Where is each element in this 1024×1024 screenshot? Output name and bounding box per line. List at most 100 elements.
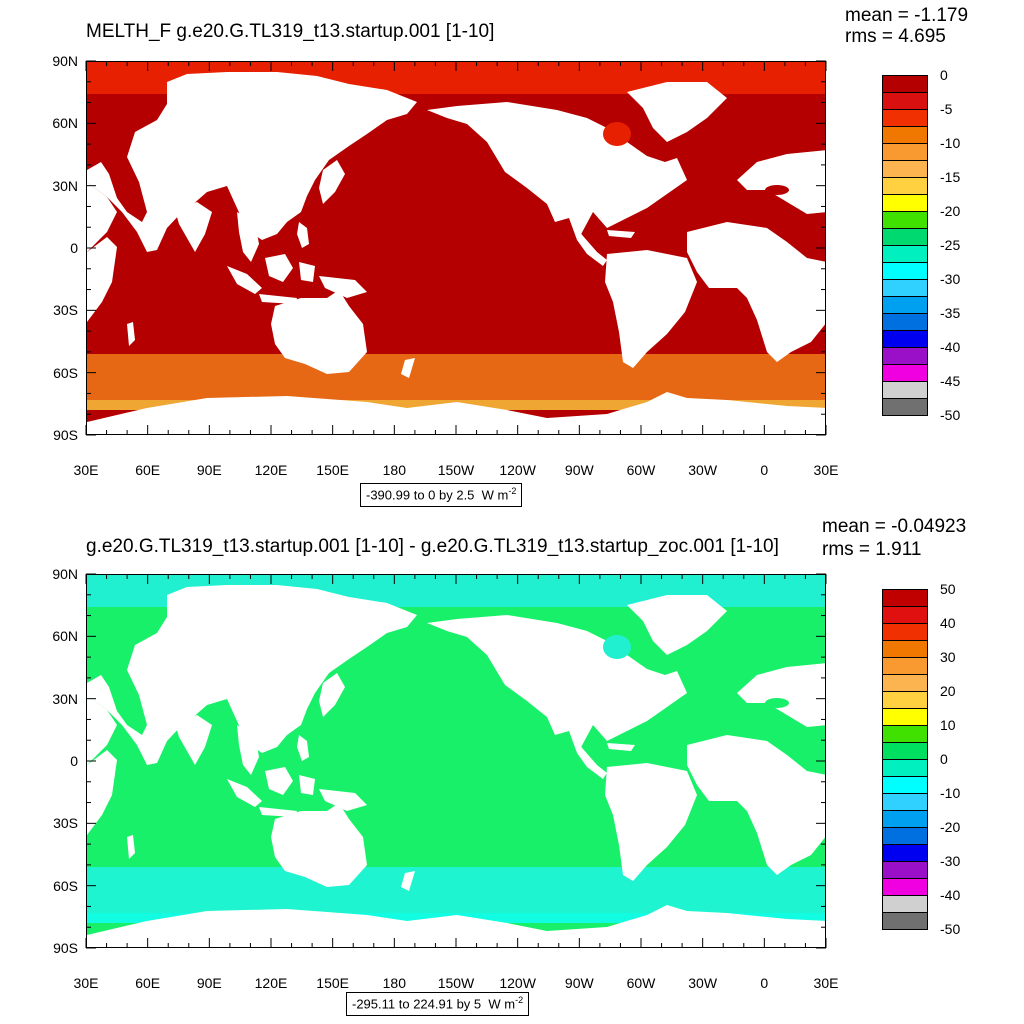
- units-exponent: -2: [515, 995, 524, 1005]
- colorbar-label: -50: [940, 921, 961, 937]
- lat-label: 30N: [52, 690, 78, 707]
- map-plot-area: [86, 574, 826, 948]
- land-mass: [87, 237, 117, 322]
- lat-label: 0: [70, 240, 78, 256]
- southern-ocean-band: [87, 354, 825, 400]
- colorbar-label: -25: [940, 237, 961, 253]
- colorbar-segment: [882, 691, 928, 709]
- lat-label: 60N: [52, 115, 78, 132]
- colorbar-segment: [882, 759, 928, 777]
- mean-stat: mean = -1.179: [845, 5, 969, 26]
- colorbar-label: 40: [940, 615, 956, 631]
- lat-label: 30S: [53, 815, 78, 832]
- lon-label: 0: [760, 975, 769, 991]
- land-mass: [607, 230, 635, 238]
- colorbar-segment: [882, 296, 928, 314]
- units-text: W m: [481, 487, 509, 503]
- lon-label: 90E: [196, 975, 222, 991]
- land-mass: [401, 358, 415, 378]
- colorbar-segment: [882, 347, 928, 365]
- colorbar-segment: [882, 725, 928, 743]
- land-mass: [87, 585, 417, 765]
- lon-label: 180: [382, 975, 406, 991]
- colorbar-segment: [882, 912, 928, 930]
- colorbar-label: -20: [940, 819, 961, 835]
- land-mass: [227, 266, 262, 294]
- map-field: [87, 575, 825, 947]
- map-field: [87, 62, 825, 434]
- colorbar-label: 0: [940, 67, 948, 83]
- lat-label: 0: [70, 753, 78, 769]
- land-mass: [737, 663, 825, 727]
- land-mass: [427, 102, 687, 238]
- land-mass: [259, 807, 297, 817]
- lat-label: 90S: [53, 940, 78, 956]
- land-mass: [319, 673, 345, 717]
- colorbar-segment: [882, 776, 928, 794]
- colorbar-segment: [882, 708, 928, 726]
- land-mass: [87, 72, 417, 252]
- lon-label: 30W: [688, 975, 718, 991]
- lon-label: 30E: [813, 975, 839, 991]
- colorbar-label: -15: [940, 169, 961, 185]
- lon-label: 120W: [499, 462, 536, 478]
- map-axes: [85, 573, 827, 949]
- top-panel: MELTH_F g.e20.G.TL319_t13.startup.001 [1…: [52, 5, 969, 507]
- lon-label: 150W: [437, 975, 475, 991]
- land-mass: [299, 262, 315, 282]
- panel-title: g.e20.G.TL319_t13.startup.001 [1-10] - g…: [86, 536, 779, 557]
- colorbar-segment: [882, 640, 928, 658]
- colorbar-label: 20: [940, 683, 956, 699]
- land-mass: [605, 763, 697, 881]
- land-mass: [607, 743, 635, 751]
- colorbar-segment: [882, 810, 928, 828]
- land-mass: [299, 775, 315, 795]
- land-mass: [271, 290, 367, 374]
- map-plot-area: [86, 61, 826, 435]
- lat-label: 90N: [52, 53, 78, 69]
- lon-label: 60W: [626, 462, 656, 478]
- land-mass: [175, 202, 212, 252]
- lon-label: 30E: [73, 462, 99, 478]
- land-mass: [427, 615, 687, 751]
- range-text: -295.11 to 224.91 by 5: [352, 996, 482, 1012]
- units-text: W m: [488, 996, 516, 1012]
- units-exponent: -2: [508, 486, 517, 496]
- land-mass: [87, 905, 825, 947]
- colorbar-segment: [882, 92, 928, 110]
- colorbar-segment: [882, 606, 928, 624]
- land-mass: [87, 392, 825, 434]
- colorbar-segment: [882, 861, 928, 879]
- colorbar-segment: [882, 381, 928, 399]
- colorbar-segment: [882, 398, 928, 416]
- colorbar-label: -30: [940, 853, 961, 869]
- range-text: -390.99 to 0 by 2.5: [366, 487, 475, 503]
- land-mass: [569, 731, 607, 779]
- lon-label: 120E: [254, 975, 288, 991]
- lon-label: 180: [382, 462, 406, 478]
- colorbar-label: -10: [940, 135, 961, 151]
- lon-label: 90W: [564, 975, 594, 991]
- colorbar-label: -40: [940, 339, 961, 355]
- land-mass: [319, 160, 345, 204]
- lon-label: 120E: [254, 462, 288, 478]
- colorbar-label: -40: [940, 887, 961, 903]
- colorbar-segment: [882, 279, 928, 297]
- colorbar-label: 10: [940, 717, 956, 733]
- land-mass: [297, 222, 309, 248]
- lon-label: 150E: [316, 462, 349, 478]
- colorbar-label: -10: [940, 785, 961, 801]
- lat-label: 30N: [52, 177, 78, 194]
- lon-label: 60W: [626, 975, 656, 991]
- land-mass: [687, 735, 825, 875]
- lon-label: 150E: [316, 975, 349, 991]
- lon-label: 60E: [135, 462, 161, 478]
- colorbar-segment: [882, 330, 928, 348]
- colorbar-segment: [882, 109, 928, 127]
- colorbar-segment: [882, 589, 928, 607]
- colorbar-label: -45: [940, 373, 961, 389]
- colorbar-segment: [882, 742, 928, 760]
- land-mass: [87, 750, 117, 835]
- land-mass: [127, 322, 135, 346]
- rms-stat: rms = 4.695: [845, 26, 946, 47]
